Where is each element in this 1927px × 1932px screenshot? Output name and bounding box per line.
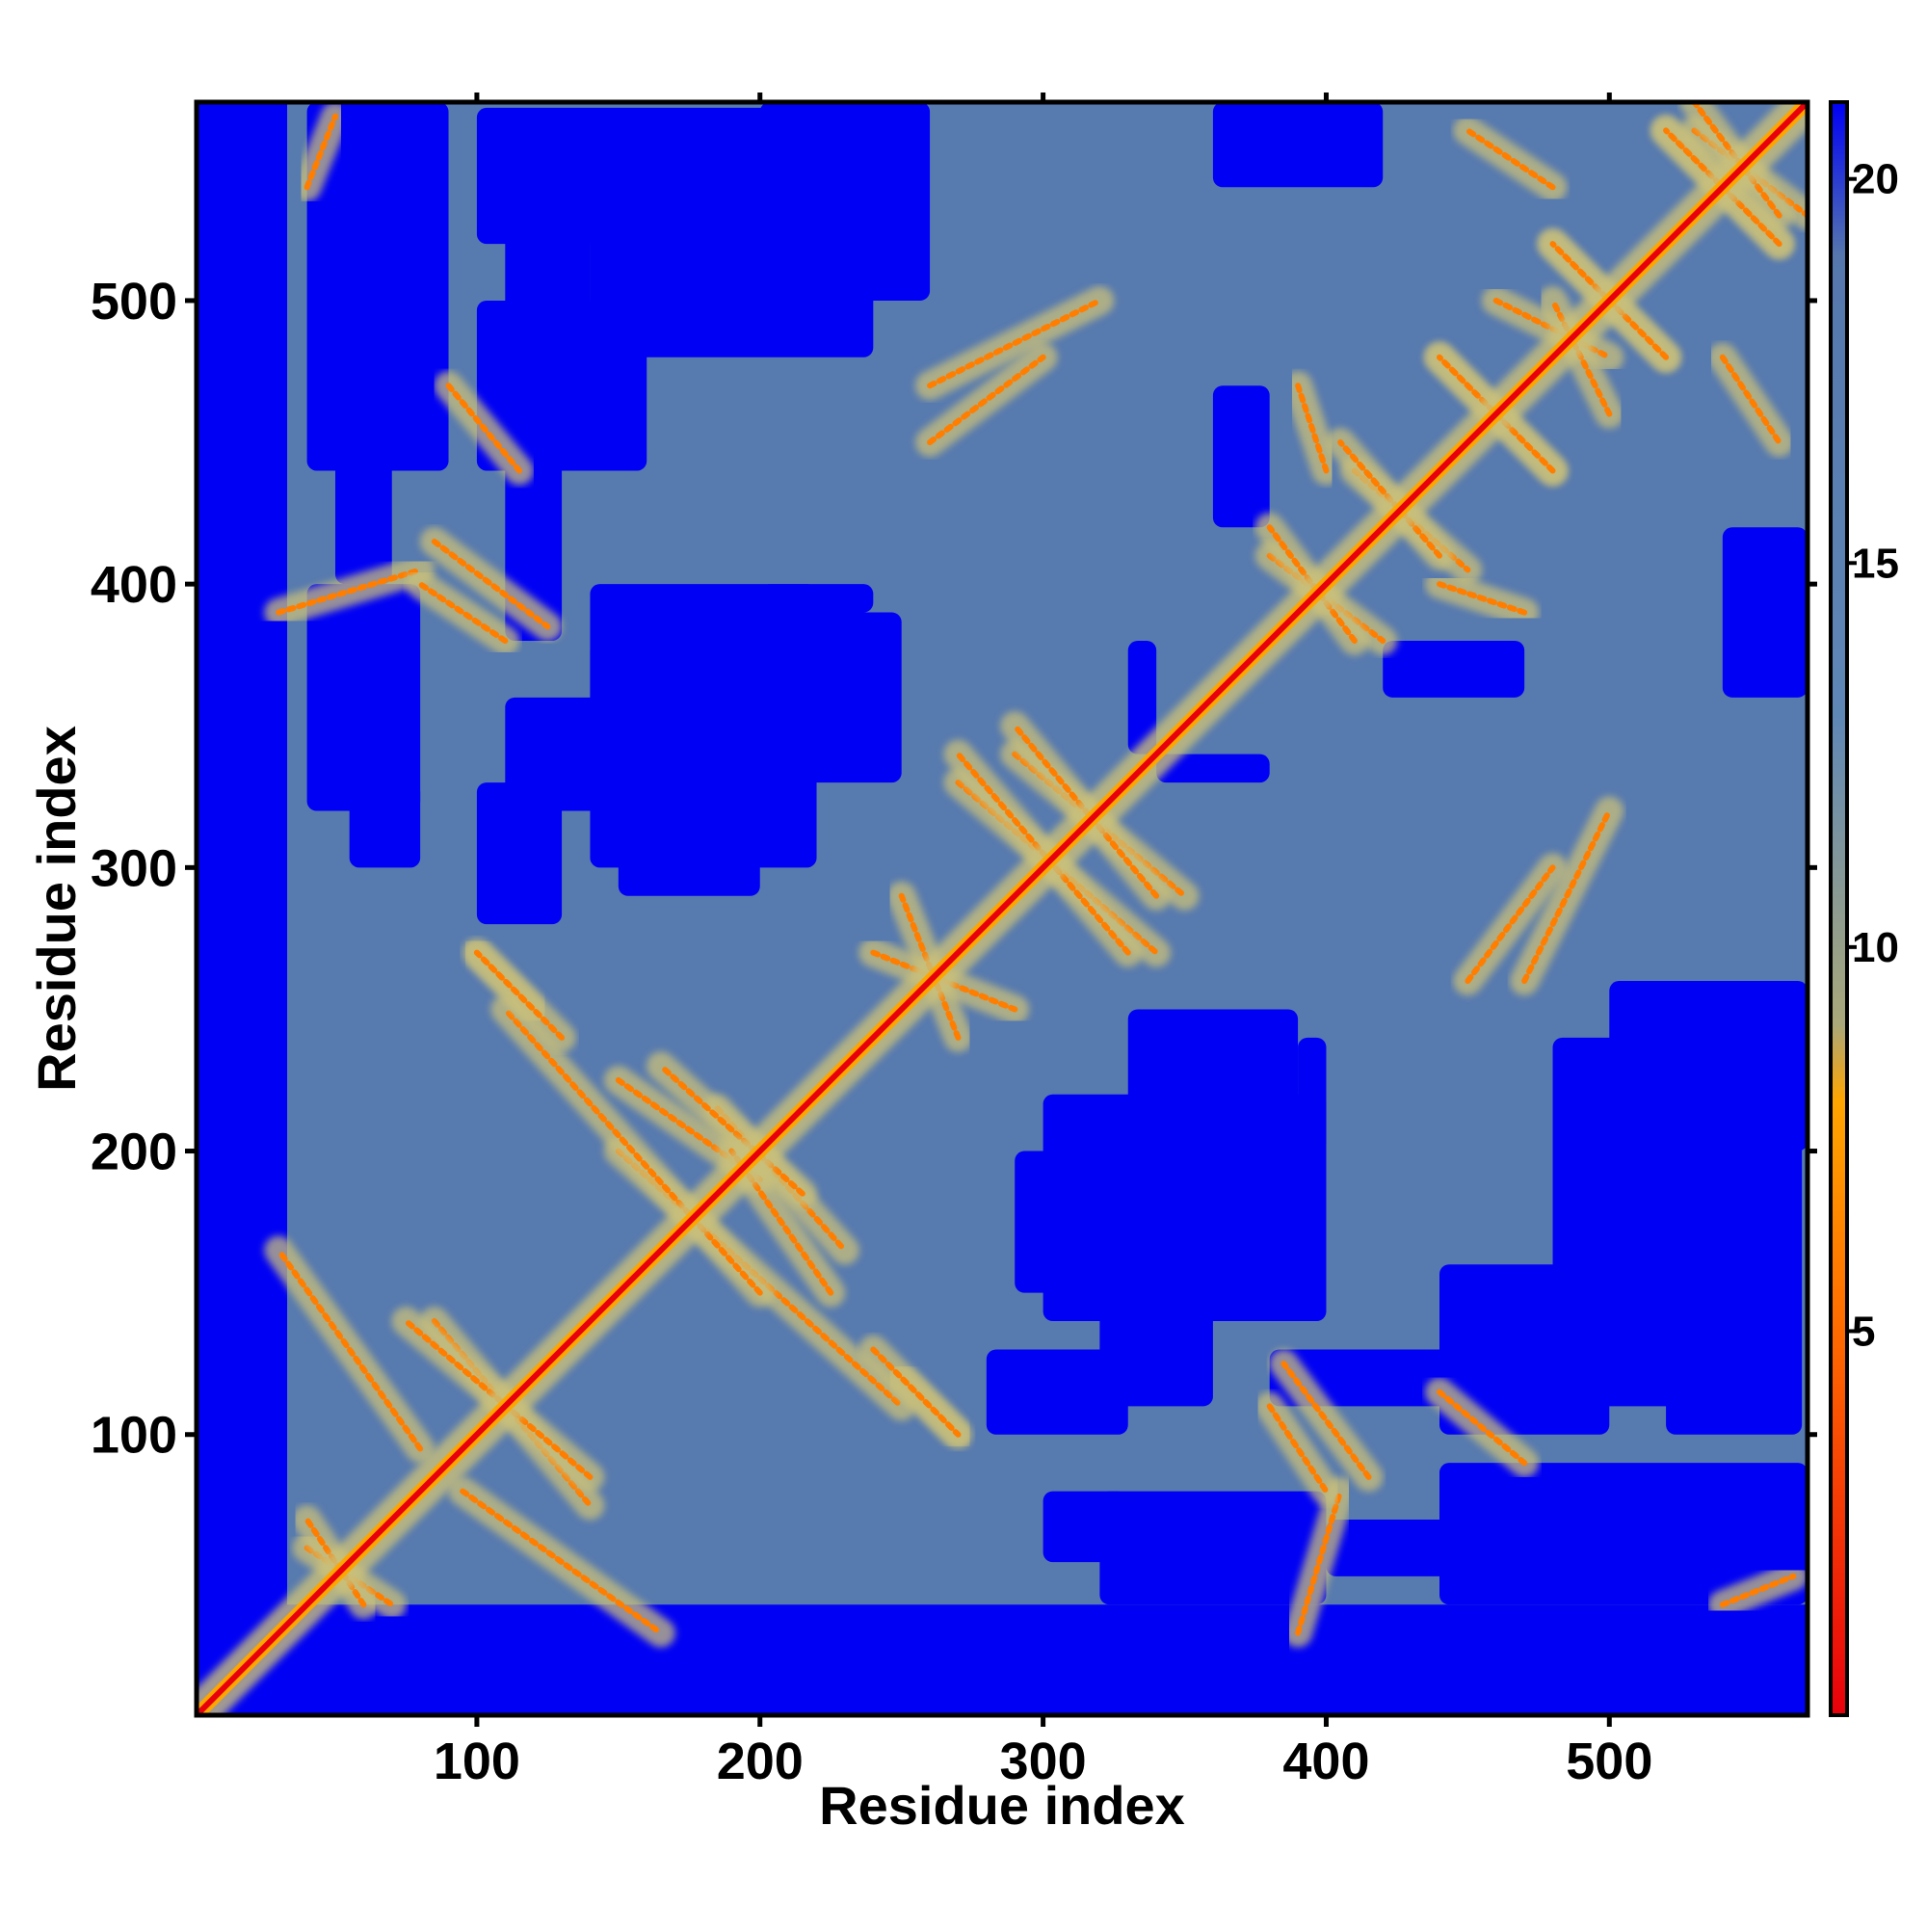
colorbar-tick-label: 10 (1852, 924, 1899, 971)
contact-arc-mirror (1521, 807, 1613, 985)
plot-frame (194, 99, 1810, 1718)
contact-arc-mirror (1465, 127, 1556, 191)
far-contact-block-mirror (334, 413, 392, 585)
contact-arc-mirror (276, 1247, 424, 1452)
colorbar-tick-label: 5 (1852, 1308, 1875, 1355)
contact-arc-mirror (1436, 581, 1528, 616)
contact-arc (445, 383, 522, 474)
colorbar-ticks: 5 10 15 20 (1847, 156, 1899, 1355)
contact-arc-mirror (502, 1006, 763, 1296)
contact-arc (1465, 864, 1556, 985)
contact-arc (460, 1488, 664, 1636)
x-axis-label: Residue index (819, 1775, 1185, 1836)
y-tick-label: 400 (91, 556, 177, 614)
colorbar-tick-label: 15 (1852, 540, 1899, 587)
contact-arc (431, 539, 551, 630)
contact-arc-mirror (1549, 297, 1613, 417)
colorbar-tick-label: 20 (1852, 156, 1899, 203)
contact-arc-mirror (304, 113, 338, 191)
far-contact-block-mirror (1212, 385, 1270, 528)
far-contact-block-mirror (306, 584, 421, 811)
far-contact-block (1156, 754, 1270, 783)
contact-arc-mirror (657, 1063, 805, 1197)
far-contact-block (1212, 102, 1384, 188)
colorbar: 5 10 15 20 (1829, 100, 1899, 1717)
far-contact-block (306, 102, 449, 471)
far-contact-block-mirror (1298, 1037, 1327, 1151)
contact-arc (1295, 383, 1330, 474)
far-contact-block (1127, 1009, 1299, 1208)
x-tick-label: 100 (434, 1733, 520, 1790)
far-contact-block-mirror (1439, 1463, 1808, 1605)
contact-arc-mirror (417, 581, 509, 644)
contact-arc (1266, 1403, 1330, 1495)
x-axis: 100 200 300 400 500 (434, 93, 1652, 1790)
far-contact-block (1383, 640, 1525, 698)
far-contact-block-mirror (476, 782, 563, 925)
far-contact-block-mirror (702, 612, 902, 783)
contact-arc-mirror (1280, 1361, 1372, 1480)
far-contact-block (1099, 1491, 1327, 1605)
contact-arc (1719, 354, 1782, 446)
far-contact-block-mirror (1127, 640, 1157, 754)
y-axis-label: Residue index (26, 726, 87, 1092)
far-contact-block (1326, 1520, 1496, 1576)
contact-arc-mirror (473, 949, 566, 1041)
y-tick-label: 300 (91, 839, 177, 897)
contact-arc-mirror (1436, 1389, 1528, 1467)
contact-arc (1719, 1573, 1797, 1608)
diagonal-core (197, 102, 1808, 1715)
far-contact-block (1666, 1037, 1803, 1435)
heatmap-plot-area (197, 102, 1808, 1715)
x-tick-label: 500 (1566, 1733, 1652, 1790)
y-tick-label: 500 (91, 273, 177, 331)
contact-arc (276, 567, 424, 616)
contact-arc (927, 297, 1103, 389)
colorbar-gradient (1829, 100, 1849, 1717)
contact-arc-mirror (927, 354, 1046, 446)
x-tick-label: 400 (1282, 1733, 1369, 1790)
far-contact-block-mirror (476, 107, 874, 245)
far-contact-block (986, 1349, 1128, 1435)
far-contact-block-mirror (1722, 527, 1808, 698)
contact-arc-mirror (1295, 1488, 1344, 1636)
y-tick-label: 200 (91, 1124, 177, 1181)
x-tick-label: 300 (1000, 1733, 1087, 1790)
y-tick-label: 100 (91, 1407, 177, 1465)
y-axis: 100 200 300 400 500 (91, 273, 1817, 1465)
x-tick-label: 200 (717, 1733, 804, 1790)
contact-arc (870, 1346, 962, 1438)
far-contact-block (759, 584, 874, 613)
